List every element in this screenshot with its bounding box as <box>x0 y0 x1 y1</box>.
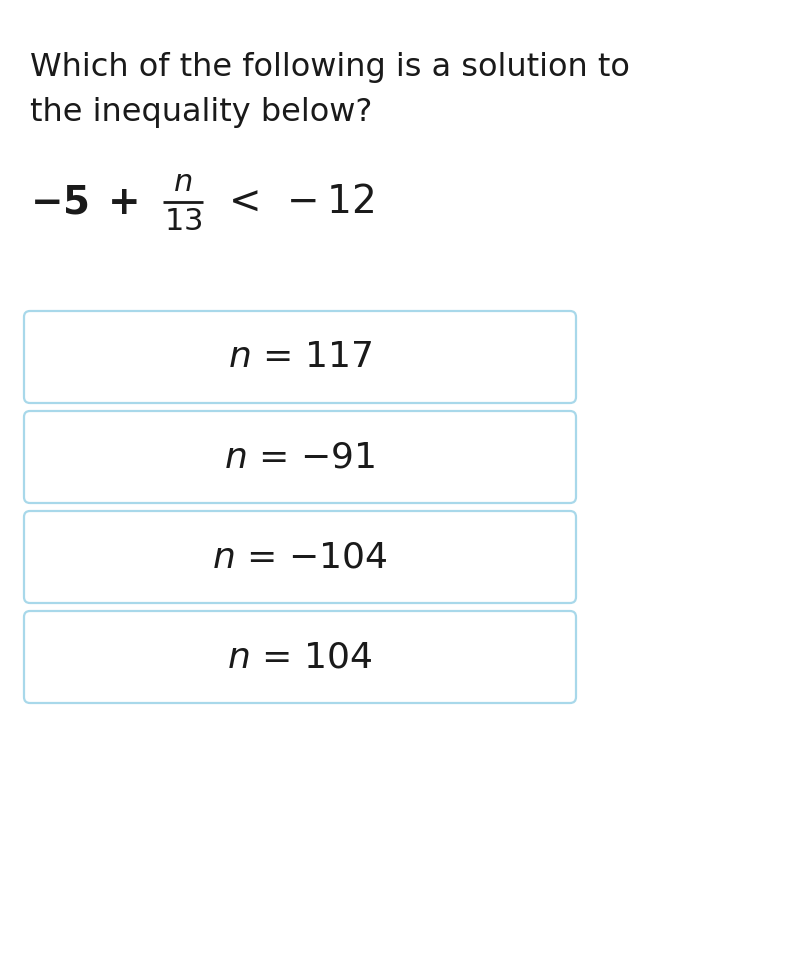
Text: $n$: $n$ <box>174 168 193 197</box>
FancyBboxPatch shape <box>24 511 576 603</box>
FancyBboxPatch shape <box>24 411 576 503</box>
Text: $n$ = −91: $n$ = −91 <box>225 440 375 474</box>
Text: $n$ = 104: $n$ = 104 <box>227 640 373 674</box>
Text: $<\;-12$: $<\;-12$ <box>221 183 374 221</box>
Text: $\mathbf{-5\;+}$: $\mathbf{-5\;+}$ <box>30 183 138 221</box>
FancyBboxPatch shape <box>24 311 576 403</box>
Text: the inequality below?: the inequality below? <box>30 97 372 128</box>
FancyBboxPatch shape <box>24 611 576 703</box>
Text: Which of the following is a solution to: Which of the following is a solution to <box>30 52 630 83</box>
Text: $n$ = −104: $n$ = −104 <box>212 540 388 574</box>
Text: $13$: $13$ <box>164 207 202 236</box>
Text: $n$ = 117: $n$ = 117 <box>228 340 372 374</box>
